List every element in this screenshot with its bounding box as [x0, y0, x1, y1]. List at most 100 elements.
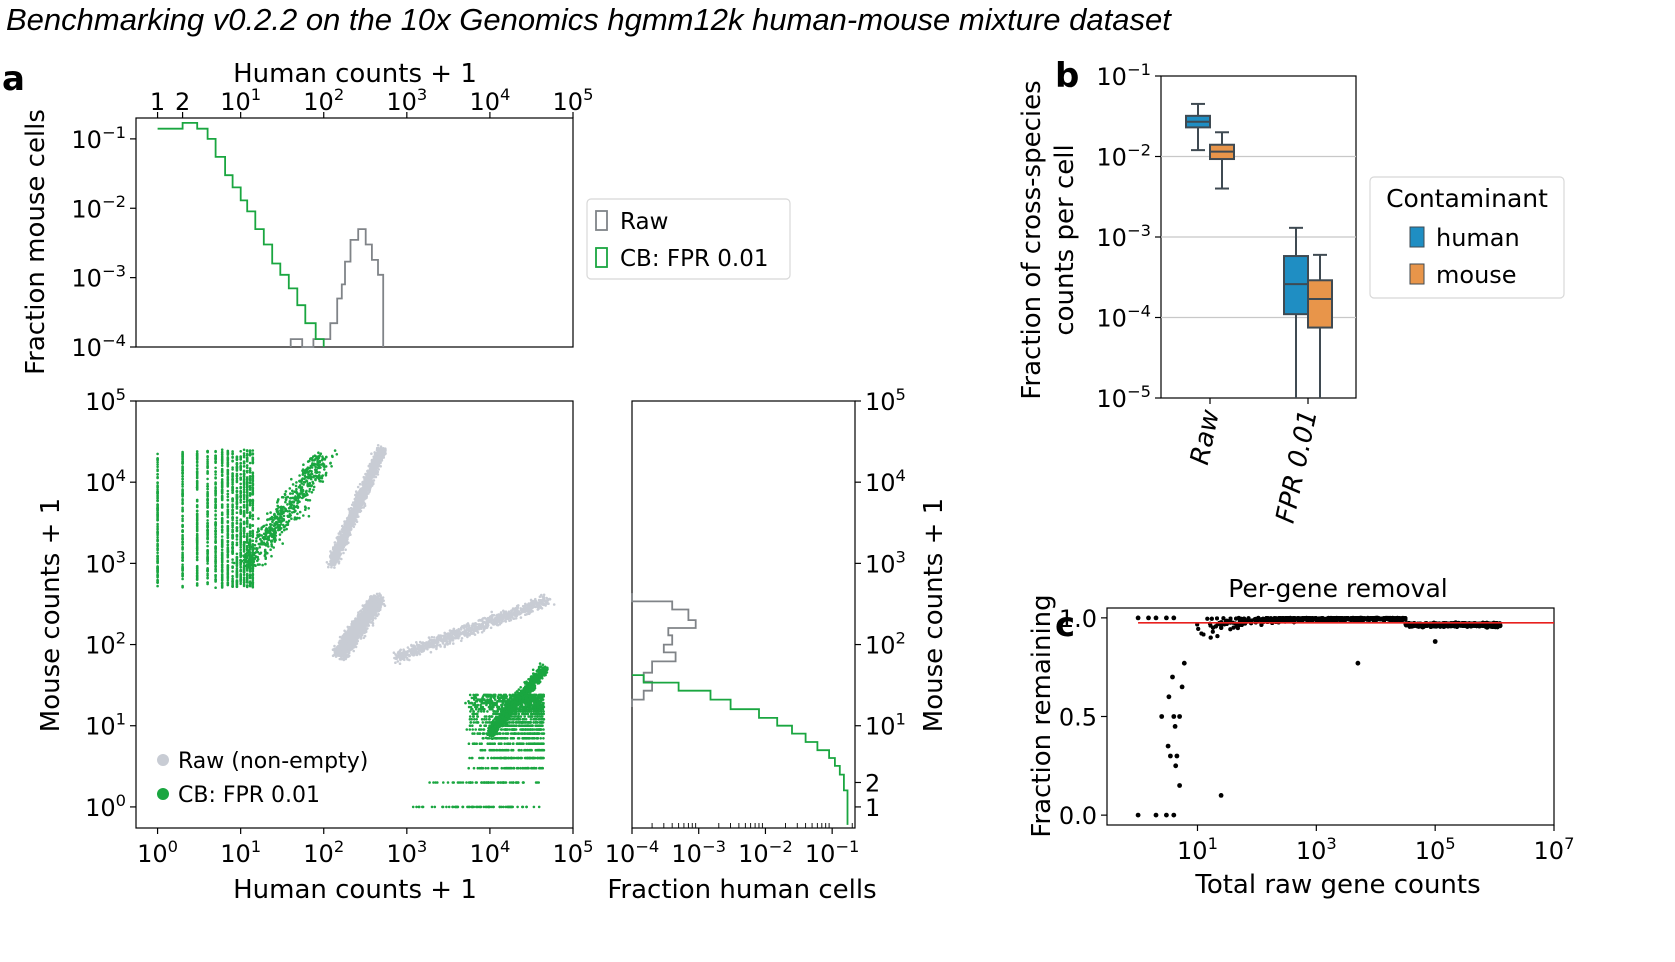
scatter-point [496, 613, 499, 617]
scatter-point [375, 464, 379, 468]
scatter-point [540, 593, 543, 597]
scatter-point [333, 551, 336, 555]
scatter-point [365, 483, 369, 487]
legend-label-raw: Raw [620, 209, 668, 235]
scatter-point [443, 644, 447, 647]
figure-title: Benchmarking v0.2.2 on the 10x Genomics … [6, 2, 1172, 37]
scatter-point [342, 633, 346, 637]
scatter-point [346, 643, 350, 647]
scatter-point [340, 545, 344, 549]
scatter-point [512, 617, 515, 620]
scatter-point [376, 444, 380, 447]
scatter-point [369, 607, 372, 611]
scatter-point [375, 592, 379, 596]
scatter-point [359, 617, 362, 621]
scatter-point [547, 602, 550, 605]
scatter-point [373, 605, 377, 609]
top-histogram-line-raw [289, 228, 385, 348]
scatter-point [377, 456, 380, 460]
scatter-point [331, 563, 334, 567]
scatter-point [371, 609, 375, 612]
scatter-point [337, 547, 341, 550]
scatter-point [333, 644, 336, 648]
scatter-points [156, 444, 556, 809]
scatter-point [332, 556, 336, 560]
scatter-point [343, 526, 346, 530]
scatter-point [364, 617, 367, 620]
scatter-point [337, 560, 341, 563]
scatter-point [345, 639, 349, 642]
scatter-point [358, 482, 362, 486]
scatter-point [370, 452, 373, 456]
scatter-point [330, 561, 333, 564]
scatter-point [334, 651, 337, 654]
scatter-point [366, 613, 370, 616]
scatter-point [420, 644, 424, 648]
scatter-point [354, 640, 358, 644]
scatter-point [396, 660, 400, 663]
scatter-point [425, 641, 428, 644]
scatter-point [374, 460, 378, 464]
scatter-point [381, 596, 385, 599]
scatter-point [344, 651, 348, 654]
top-histogram-x-tick-label: 2 [175, 88, 190, 116]
scatter-point [334, 560, 337, 563]
scatter-point [347, 541, 350, 544]
scatter-point [343, 645, 347, 648]
main-scatter: 100 101 102 103 104 105100101102103104105Huma… [36, 385, 593, 905]
scatter-point [357, 496, 360, 499]
scatter-point [371, 622, 375, 625]
scatter-point [355, 501, 359, 505]
legend-swatch-raw [595, 210, 608, 231]
top-histogram-y-tick-label: 10−1 [71, 123, 126, 154]
scatter-point [340, 548, 343, 552]
scatter-point [356, 485, 360, 489]
scatter-point [394, 661, 397, 664]
scatter-point [350, 514, 354, 518]
scatter-point [351, 621, 354, 625]
top-histogram-y-label: Fraction mouse cells [21, 109, 51, 375]
scatter-point [360, 501, 364, 505]
scatter-point [365, 608, 368, 611]
scatter-point [336, 554, 339, 558]
top-histogram-x-tick-label: 1 [150, 88, 165, 116]
scatter-point [328, 563, 332, 566]
scatter-point [372, 468, 376, 472]
scatter-point [379, 604, 382, 608]
scatter-point [369, 614, 373, 618]
top-histogram-line-cb [157, 122, 325, 347]
scatter-point [348, 529, 351, 533]
scatter-point [333, 647, 336, 651]
top-histogram-legend [586, 198, 791, 280]
top-histogram-x-tick-label: 103 [386, 85, 427, 116]
scatter-point [376, 602, 379, 606]
scatter-point [337, 650, 340, 654]
scatter-point [353, 518, 357, 522]
scatter-point [473, 627, 477, 630]
scatter-point [371, 481, 375, 485]
top-histogram-y-tick-label: 10−4 [71, 331, 126, 362]
scatter-point [333, 563, 337, 566]
scatter-point [542, 593, 546, 597]
scatter-point [378, 448, 381, 452]
scatter-point [348, 512, 352, 516]
scatter-point [429, 650, 433, 654]
scatter-point [363, 604, 367, 607]
scatter-point [344, 631, 348, 634]
scatter-point [340, 651, 344, 654]
scatter-point [412, 654, 416, 657]
scatter-point [342, 642, 346, 645]
top-histogram-x-tick-label: 102 [303, 85, 344, 116]
scatter-point [347, 508, 351, 511]
scatter-point [343, 656, 347, 660]
scatter-point [353, 505, 356, 508]
scatter-point [349, 637, 352, 640]
scatter-point [343, 638, 347, 642]
scatter-point [399, 652, 402, 655]
scatter-point [349, 533, 352, 536]
scatter-point [362, 483, 366, 487]
scatter-point [354, 490, 358, 493]
top-histogram-x-tick-label: 104 [469, 85, 510, 116]
scatter-point [344, 534, 348, 538]
scatter-point [339, 542, 342, 545]
